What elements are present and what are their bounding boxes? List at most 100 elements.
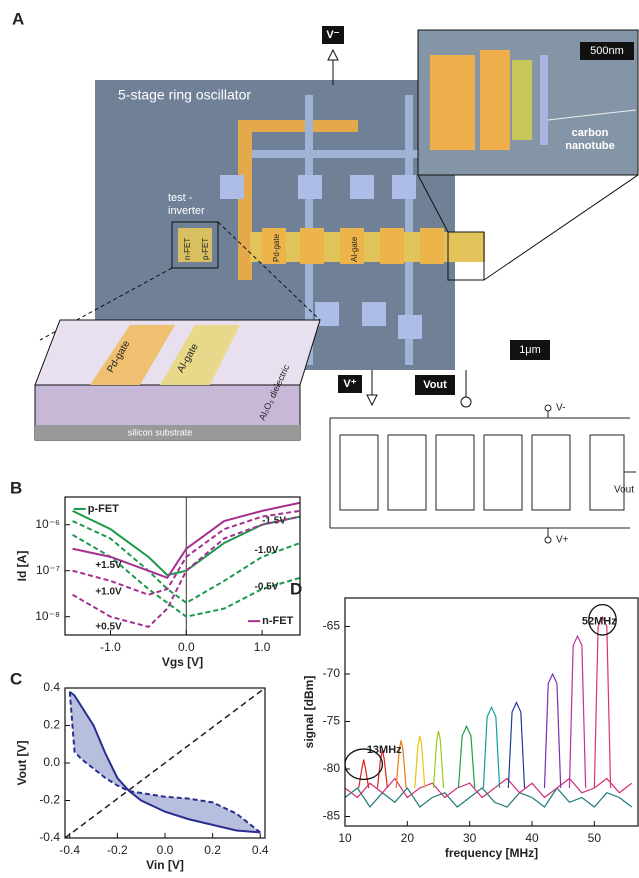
wire (540, 55, 548, 145)
y-tick-label: -75 (323, 714, 341, 728)
contact (300, 228, 324, 264)
label: carbon (572, 127, 609, 139)
series-label: +1.0V (95, 586, 122, 597)
series-line (345, 788, 632, 807)
x-tick-label: -0.4 (59, 843, 80, 857)
pad (298, 175, 322, 199)
terminal (545, 537, 551, 543)
x-tick-label: 30 (463, 831, 477, 845)
series-line (483, 707, 499, 788)
x-axis-label: Vgs [V] (162, 655, 203, 669)
inverter (436, 435, 474, 510)
pad (398, 315, 422, 339)
label: V+ (556, 535, 569, 546)
wire (238, 120, 358, 132)
y-axis-label: Vout [V] (15, 740, 29, 785)
x-axis-label: Vin [V] (146, 858, 184, 872)
annotation: 52MHz (582, 616, 617, 628)
label: inverter (168, 205, 205, 217)
image-title: 5-stage ring oscillator (118, 87, 251, 103)
series-label: +0.5V (95, 622, 122, 633)
inverter (532, 435, 570, 510)
pad (362, 302, 386, 326)
y-tick-label: -0.4 (39, 830, 60, 844)
inverter (388, 435, 426, 510)
x-axis-label: frequency [MHz] (445, 846, 538, 860)
series-label: -1.5V (262, 516, 286, 527)
y-tick-label: 0.2 (43, 718, 60, 732)
series-line (458, 726, 474, 788)
terminal-label: V⁻ (326, 29, 339, 41)
label: stage (473, 299, 500, 311)
series-line (594, 617, 610, 788)
series-line (569, 636, 585, 788)
series-line (415, 736, 425, 788)
x-tick-label: -0.2 (107, 843, 128, 857)
x-tick-label: -1.0 (100, 640, 121, 654)
label: n-FET (183, 238, 192, 260)
y-tick-label: -70 (323, 666, 341, 680)
page: {"panel_a": {"label": "A", "title": "5-s… (0, 0, 639, 873)
contact (420, 228, 444, 264)
arrow-head (367, 395, 377, 405)
label: test - (168, 192, 193, 204)
zoom-line (484, 175, 638, 280)
annotation: 13MHz (367, 744, 402, 756)
y-axis-label: signal [dBm] (302, 676, 316, 749)
x-tick-label: 0.4 (252, 843, 269, 857)
x-tick-label: 50 (588, 831, 602, 845)
x-tick-label: 20 (401, 831, 415, 845)
label: Pd-gate (272, 233, 281, 262)
contact (380, 228, 404, 264)
wire (238, 120, 252, 280)
x-tick-label: 10 (338, 831, 352, 845)
y-tick-label: 10⁻⁸ (35, 609, 60, 623)
label: Al-gate (350, 236, 359, 262)
inverter (484, 435, 522, 510)
contact (480, 50, 510, 150)
terminal-label: V⁺ (343, 378, 356, 390)
terminal (461, 397, 471, 407)
circuit (330, 405, 636, 540)
highlight-circle (345, 749, 382, 779)
label: p-FET (201, 238, 210, 260)
label: silicon substrate (128, 427, 193, 437)
series-label: -1.0V (255, 545, 279, 556)
y-tick-label: -80 (323, 761, 341, 775)
series-label: +1.5V (95, 560, 122, 571)
arrow-head (328, 50, 338, 60)
annotation: n-FET (262, 615, 293, 627)
series-line (359, 760, 369, 789)
series-label: -0.5V (255, 581, 279, 592)
y-tick-label: 10⁻⁷ (36, 563, 60, 577)
gate (512, 60, 532, 140)
label: nanotube (565, 140, 615, 152)
y-axis-label: Id [A] (15, 551, 29, 582)
panel-label: D (290, 579, 302, 598)
figure: A 5-stage ring oscillator test - inverte… (0, 0, 639, 873)
annotation: p-FET (88, 503, 119, 515)
panel-label: B (10, 478, 22, 497)
x-tick-label: 1.0 (254, 640, 271, 654)
label: Vout (614, 485, 634, 496)
series-line (544, 674, 560, 788)
y-tick-label: -85 (323, 809, 341, 823)
scale-label: 1μm (519, 344, 541, 356)
x-tick-label: 0.2 (204, 843, 221, 857)
scale-label: 500nm (590, 45, 624, 57)
pad (350, 175, 374, 199)
label: V- (556, 403, 565, 414)
x-tick-label: 40 (525, 831, 539, 845)
pad (392, 175, 416, 199)
terminal (545, 405, 551, 411)
panel-label: A (12, 9, 24, 28)
x-tick-label: 0.0 (178, 640, 195, 654)
y-tick-label: -65 (323, 619, 341, 633)
series-line (508, 703, 524, 789)
terminal-label: Vout (423, 379, 447, 391)
panel-label: C (10, 669, 22, 688)
y-tick-label: 0.4 (43, 680, 60, 694)
buffer (590, 435, 624, 510)
y-tick-label: 0.0 (43, 755, 60, 769)
x-tick-label: 0.0 (157, 843, 174, 857)
